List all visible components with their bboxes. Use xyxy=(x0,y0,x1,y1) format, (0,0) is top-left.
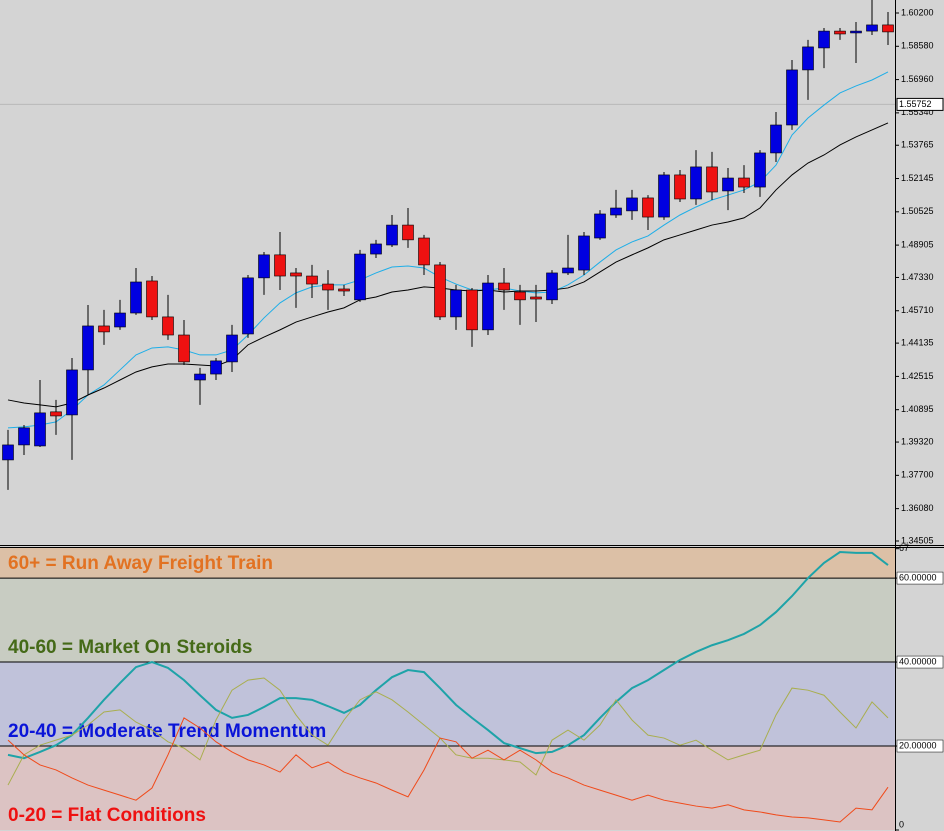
moving-average xyxy=(7,122,889,408)
candle-body xyxy=(850,30,862,34)
candle-body xyxy=(194,373,206,381)
candle-body xyxy=(722,177,734,192)
indicator-line xyxy=(7,717,889,823)
candle-body xyxy=(578,235,590,271)
zone xyxy=(0,578,895,663)
moving-average xyxy=(7,71,889,429)
y-tick-label: 20.00000 xyxy=(899,740,937,750)
candle-body xyxy=(642,197,654,218)
candle-body xyxy=(866,24,878,32)
candle-body xyxy=(386,224,398,246)
y-tick-label: 1.39320 xyxy=(901,436,934,446)
y-tick-label: 67 xyxy=(899,543,909,553)
candle-body xyxy=(258,254,270,279)
candle-body xyxy=(434,264,446,318)
y-tick-label: 1.52145 xyxy=(901,173,934,183)
candle-body xyxy=(802,46,814,71)
candle-body xyxy=(146,280,158,318)
candle-body xyxy=(610,207,622,216)
y-tick-label: 0 xyxy=(899,819,904,829)
candle-body xyxy=(418,237,430,266)
candle-body xyxy=(274,254,286,277)
y-tick-label: 1.48905 xyxy=(901,239,934,249)
candle-body xyxy=(450,289,462,318)
candle-body xyxy=(626,197,638,212)
y-tick-label: 1.42515 xyxy=(901,371,934,381)
candle-body xyxy=(34,412,46,447)
candle-body xyxy=(370,243,382,255)
indicator-line xyxy=(7,551,889,760)
y-tick-label: 1.36080 xyxy=(901,503,934,513)
candle-body xyxy=(226,334,238,363)
candle-body xyxy=(50,411,62,417)
y-tick-label: 1.50525 xyxy=(901,206,934,216)
candle-body xyxy=(338,288,350,292)
y-tick-label: 1.45710 xyxy=(901,305,934,315)
zone-label: 20-40 = Moderate Trend Momentum xyxy=(8,721,326,742)
candle-body xyxy=(162,316,174,336)
y-tick-label: 1.53765 xyxy=(901,140,934,150)
candle-body xyxy=(738,177,750,188)
y-tick-label: 1.37700 xyxy=(901,470,934,480)
y-tick-label: 1.47330 xyxy=(901,272,934,282)
y-tick-box xyxy=(896,571,944,585)
current-price-label: 1.55752 xyxy=(899,99,932,109)
candle-body xyxy=(210,360,222,375)
candle-body xyxy=(242,277,254,335)
candle-body xyxy=(562,267,574,274)
candle-body xyxy=(114,312,126,328)
y-tick-label: 1.40895 xyxy=(901,404,934,414)
candle-body xyxy=(818,30,830,49)
candle-body xyxy=(2,444,14,461)
candle-body xyxy=(530,296,542,300)
indicator-line xyxy=(7,677,889,786)
y-tick-label: 1.34505 xyxy=(901,535,934,545)
zone xyxy=(0,547,895,579)
y-tick-label: 1.56960 xyxy=(901,74,934,84)
candle-body xyxy=(498,282,510,291)
candle-body xyxy=(690,166,702,200)
current-price-box xyxy=(896,97,944,111)
candle-body xyxy=(18,427,30,446)
candle-body xyxy=(466,289,478,331)
candle-body xyxy=(130,281,142,314)
y-tick-label: 1.55340 xyxy=(901,107,934,117)
y-tick-box xyxy=(896,655,944,669)
candle-body xyxy=(674,174,686,200)
candle-body xyxy=(546,272,558,301)
candle-body xyxy=(98,325,110,333)
zone-label: 0-20 = Flat Conditions xyxy=(8,805,206,826)
candle-body xyxy=(402,224,414,241)
y-tick-label: 1.44135 xyxy=(901,337,934,347)
axis-area xyxy=(895,0,944,831)
y-tick-label: 1.60200 xyxy=(901,7,934,17)
y-tick-label: 40.00000 xyxy=(899,656,937,666)
candle-body xyxy=(706,166,718,193)
zone xyxy=(0,746,895,830)
candle-body xyxy=(786,69,798,126)
candle-body xyxy=(82,325,94,371)
zone-label: 40-60 = Market On Steroids xyxy=(8,637,252,658)
y-tick-box xyxy=(896,739,944,753)
zone xyxy=(0,662,895,747)
y-tick-label: 1.58580 xyxy=(901,41,934,51)
candle-body xyxy=(290,272,302,277)
y-tick-label: 60.00000 xyxy=(899,572,937,582)
candle-body xyxy=(882,24,894,33)
candle-body xyxy=(594,213,606,239)
candle-body xyxy=(322,283,334,291)
candle-body xyxy=(834,30,846,35)
candle-body xyxy=(754,152,766,188)
candle-body xyxy=(482,282,494,331)
candle-body xyxy=(66,369,78,416)
candle-body xyxy=(306,275,318,285)
candle-body xyxy=(354,253,366,301)
candle-body xyxy=(658,174,670,218)
zone-label: 60+ = Run Away Freight Train xyxy=(8,553,273,574)
candle-body xyxy=(178,334,190,363)
candle-body xyxy=(514,291,526,301)
candle-body xyxy=(770,124,782,154)
